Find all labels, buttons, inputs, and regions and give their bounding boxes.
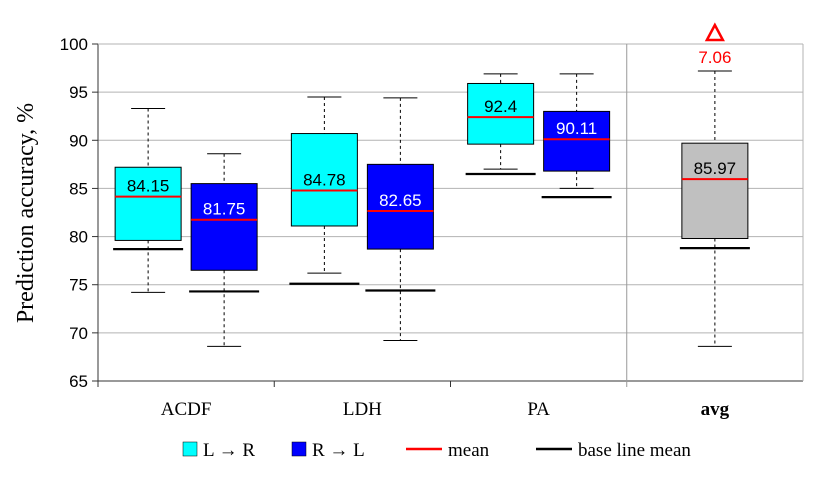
delta-annotation: 7.06 [698, 22, 731, 67]
box [366, 163, 434, 250]
box [681, 142, 749, 239]
y-tick-label: 90 [69, 131, 88, 150]
mean-value-label: 84.15 [127, 177, 170, 196]
y-tick-label: 70 [69, 324, 88, 343]
y-tick-label: 95 [69, 83, 88, 102]
x-tick-label: PA [527, 399, 550, 420]
y-axis-title: Prediction accuracy, % [13, 103, 39, 323]
box-group: 92.4 [465, 73, 536, 176]
box-group: 81.75 [189, 153, 260, 347]
legend-label: R → L [312, 440, 365, 461]
y-tick-label: 100 [60, 35, 88, 54]
box [190, 183, 258, 271]
legend-swatch [182, 441, 198, 457]
box-group: 84.15 [113, 108, 184, 293]
legend-item: L → R [182, 440, 255, 461]
legend: L → R R → L mean base line mean [182, 440, 691, 461]
axes [92, 43, 804, 387]
y-tick-label: 75 [69, 276, 88, 295]
y-tick-label: 85 [69, 179, 88, 198]
x-tick-label: LDH [343, 399, 382, 420]
box [543, 110, 611, 172]
labels: 65 70 75 80 85 90 95 100 ACDF LDH PA avg 7.06 [60, 22, 731, 420]
box [467, 82, 535, 145]
box [290, 133, 358, 227]
box-group: 84.78 [289, 96, 360, 285]
legend-item: base line mean [536, 440, 691, 461]
box [114, 166, 182, 241]
legend-label: mean [448, 440, 490, 461]
legend-swatch [291, 441, 307, 457]
mean-value-label: 92.4 [484, 97, 517, 116]
y-tick-label: 65 [69, 372, 88, 391]
legend-label: L → R [203, 440, 255, 461]
box-groups: 84.15 84.78 92.4 81.75 82.65 90.11 85.97 [113, 70, 750, 347]
mean-value-label: 81.75 [203, 200, 246, 219]
box-group: 85.97 [679, 70, 750, 347]
x-tick-label: avg [701, 399, 730, 420]
y-tick-label: 80 [69, 228, 88, 247]
legend-label: base line mean [578, 440, 691, 461]
mean-value-label: 90.11 [556, 119, 597, 138]
legend-item: R → L [291, 440, 365, 461]
delta-icon [704, 22, 725, 42]
legend-item: mean [406, 440, 490, 461]
mean-value-label: 84.78 [303, 171, 346, 190]
mean-value-label: 82.65 [379, 191, 422, 210]
mean-value-label: 85.97 [694, 159, 737, 178]
delta-value: 7.06 [698, 48, 731, 67]
x-tick-label: ACDF [161, 399, 212, 420]
box-group: 90.11 [541, 73, 612, 199]
box-group: 82.65 [365, 97, 436, 342]
